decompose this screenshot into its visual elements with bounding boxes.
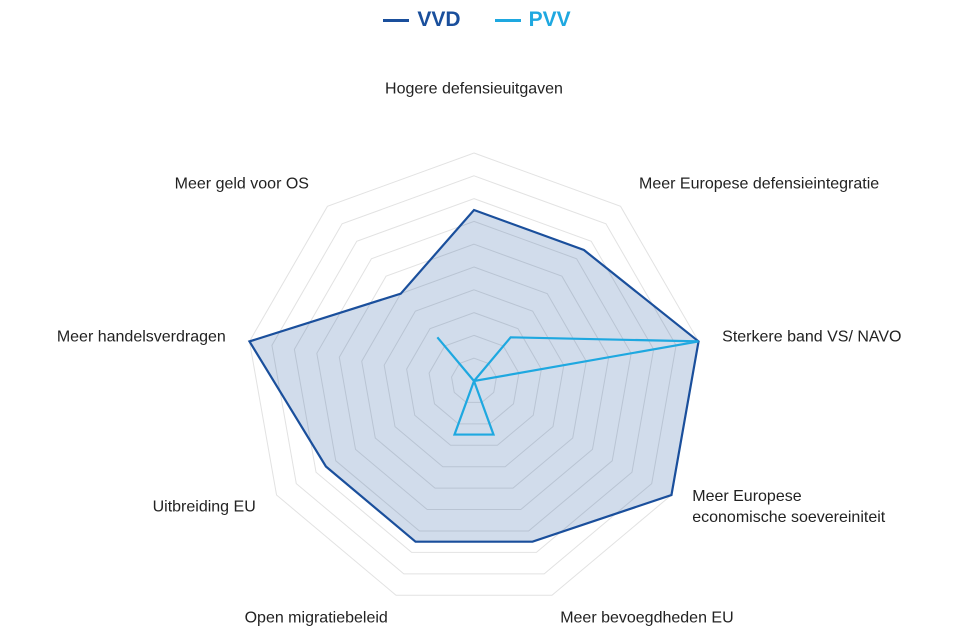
grid-ring: [271, 175, 677, 575]
grid-ring: [316, 220, 632, 532]
grid-ring: [338, 243, 610, 511]
axis-label: Sterkere band VS/ NAVO: [722, 328, 902, 346]
legend-label: VVD: [417, 8, 461, 31]
series-area: [436, 336, 699, 436]
legend: VVD PVV: [0, 8, 954, 32]
grid-ring: [428, 334, 520, 425]
grid-ring: [293, 198, 655, 553]
legend-label: PVV: [528, 8, 571, 31]
axis-label: Hogere defensieuitgaven: [385, 80, 563, 98]
grid-ring: [451, 357, 497, 403]
axis-label: Open migratiebeleid: [244, 609, 388, 627]
axis-label: Meer bevoegdheden EU: [560, 609, 734, 627]
legend-item: PVV: [494, 8, 571, 32]
axis-label: Meer geld voor OS: [174, 175, 309, 193]
grid-ring: [406, 312, 542, 446]
series-area: [247, 208, 700, 543]
axis-label: Meer handelsverdragen: [56, 328, 226, 346]
grid-ring: [248, 152, 700, 596]
axis-label: Meer Europese defensieintegratie: [639, 175, 880, 193]
axis-label: Meer Europese economische soevereiniteit: [692, 488, 886, 526]
legend-swatch: [383, 18, 410, 22]
legend-swatch: [494, 18, 521, 22]
legend-item: VVD: [383, 8, 461, 32]
axis-label: Uitbreiding EU: [152, 498, 256, 516]
grid-ring: [361, 266, 587, 489]
